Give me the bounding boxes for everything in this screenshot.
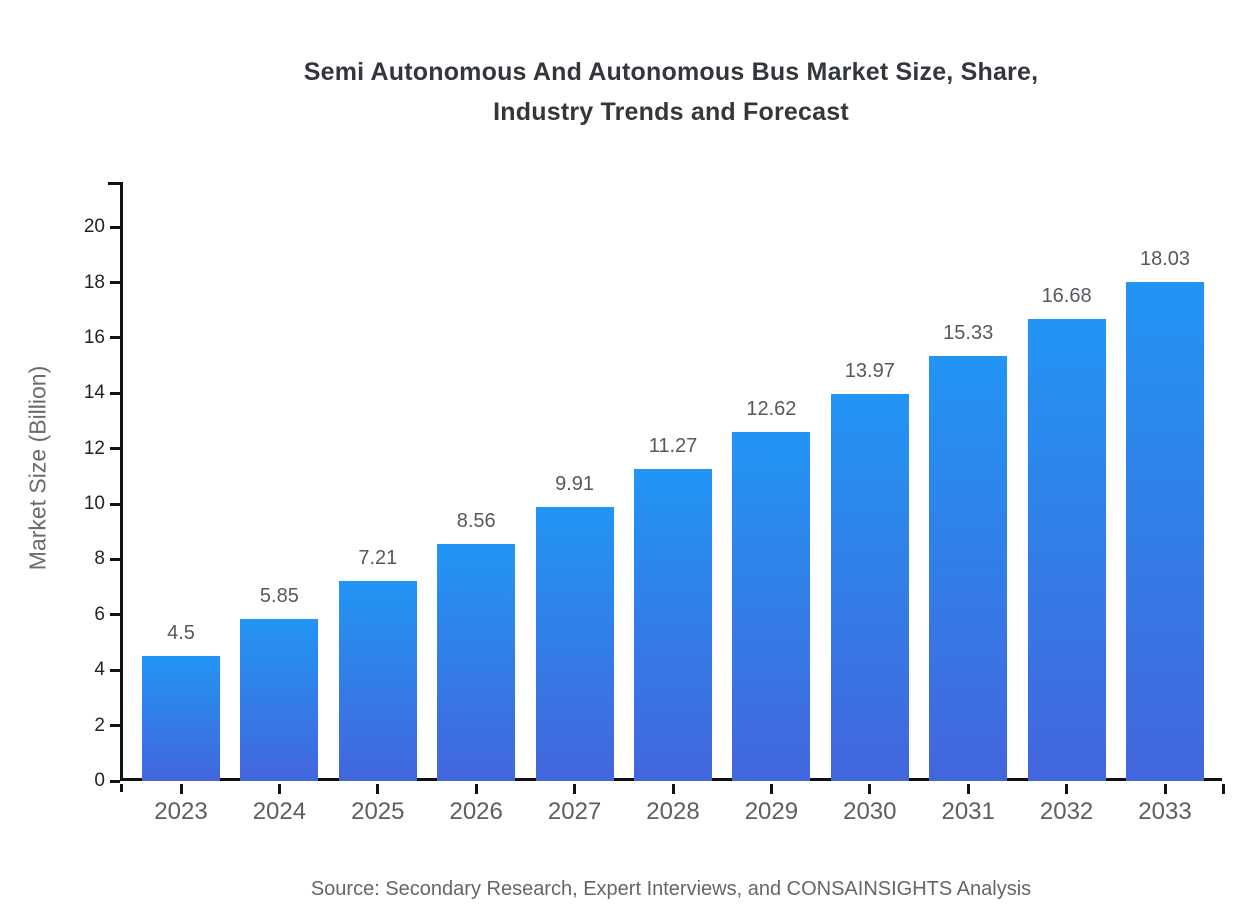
bar-2032 xyxy=(1027,319,1106,781)
y-tick xyxy=(110,779,120,783)
y-tick xyxy=(110,225,120,229)
y-tick-label: 4 xyxy=(94,659,105,681)
y-tick xyxy=(110,502,120,506)
bar-value-label: 4.5 xyxy=(167,622,195,645)
x-category-label: 2025 xyxy=(351,798,405,825)
x-category-label: 2027 xyxy=(547,798,602,825)
y-tick xyxy=(110,447,120,451)
x-tick xyxy=(671,784,675,794)
bar-value-label: 8.56 xyxy=(456,509,496,532)
y-tick-label: 10 xyxy=(83,493,105,515)
y-tick xyxy=(110,281,120,285)
x-tick xyxy=(179,784,183,794)
plot-area: 0 2 4 6 8 10 12 14 16 18 20 4.5 2023 5.85 2024 7.21 2025… xyxy=(84,182,1225,825)
bar-2033 xyxy=(1126,281,1204,781)
y-tick-label: 8 xyxy=(94,548,105,570)
x-tick xyxy=(769,784,773,794)
y-tick xyxy=(110,668,120,672)
x-axis-end-cap xyxy=(1222,784,1225,794)
x-category-label: 2033 xyxy=(1138,798,1192,825)
bar-2023 xyxy=(142,656,220,781)
bar-value-label: 9.91 xyxy=(555,472,595,495)
x-tick xyxy=(1163,784,1167,794)
y-tick xyxy=(110,336,120,340)
x-category-label: 2032 xyxy=(1039,798,1094,825)
chart-title-line2: Industry Trends and Forecast xyxy=(493,98,849,126)
y-axis-end-cap xyxy=(108,182,120,185)
bar-value-label: 11.27 xyxy=(648,434,698,457)
y-tick xyxy=(110,557,120,561)
bar-2025 xyxy=(338,581,417,781)
y-tick-label: 20 xyxy=(83,216,105,238)
x-category-label: 2031 xyxy=(941,798,995,825)
bar-value-label: 7.21 xyxy=(358,547,398,570)
y-tick-label: 2 xyxy=(94,714,105,736)
y-tick-label: 18 xyxy=(83,271,105,293)
bar-2026 xyxy=(437,543,516,781)
x-category-label: 2029 xyxy=(744,798,799,825)
x-category-label: 2028 xyxy=(646,798,700,825)
x-tick xyxy=(573,784,577,794)
y-tick xyxy=(110,613,120,617)
y-axis-title: Market Size (Billion) xyxy=(24,365,51,571)
y-tick-label: 16 xyxy=(83,326,105,348)
x-tick xyxy=(868,784,872,794)
bar-value-label: 15.33 xyxy=(943,322,994,345)
bar-value-label: 16.68 xyxy=(1041,285,1092,308)
x-tick xyxy=(474,784,478,794)
y-tick-label: 6 xyxy=(94,603,105,625)
y-tick xyxy=(110,391,120,395)
x-tick xyxy=(1065,784,1069,794)
x-category-label: 2026 xyxy=(449,798,503,825)
bar-value-label: 5.85 xyxy=(259,584,299,607)
bar-2029 xyxy=(732,431,811,781)
y-tick-label: 0 xyxy=(94,770,105,791)
bar-value-label: 13.97 xyxy=(844,360,895,383)
bar-2024 xyxy=(240,618,319,781)
bar-2027 xyxy=(535,506,614,781)
source-note: Source: Secondary Research, Expert Inter… xyxy=(310,878,1032,900)
bar-2031 xyxy=(929,356,1008,781)
y-axis-bottom-tail xyxy=(120,784,123,792)
y-tick-label: 14 xyxy=(83,382,105,404)
x-tick xyxy=(376,784,380,794)
bar-value-label: 12.62 xyxy=(746,397,797,420)
y-tick xyxy=(110,724,120,728)
chart-title: Semi Autonomous And Autonomous Bus Marke… xyxy=(120,52,1222,132)
bar-2030 xyxy=(830,394,909,781)
y-tick-label: 12 xyxy=(83,437,105,459)
x-tick xyxy=(277,784,281,794)
x-category-label: 2030 xyxy=(843,798,897,825)
chart-title-line1: Semi Autonomous And Autonomous Bus Marke… xyxy=(303,58,1039,86)
x-category-label: 2024 xyxy=(252,798,307,825)
bar-2028 xyxy=(634,468,712,781)
x-category-label: 2023 xyxy=(154,798,208,825)
x-tick xyxy=(966,784,970,794)
bar-value-label: 18.03 xyxy=(1139,247,1191,270)
